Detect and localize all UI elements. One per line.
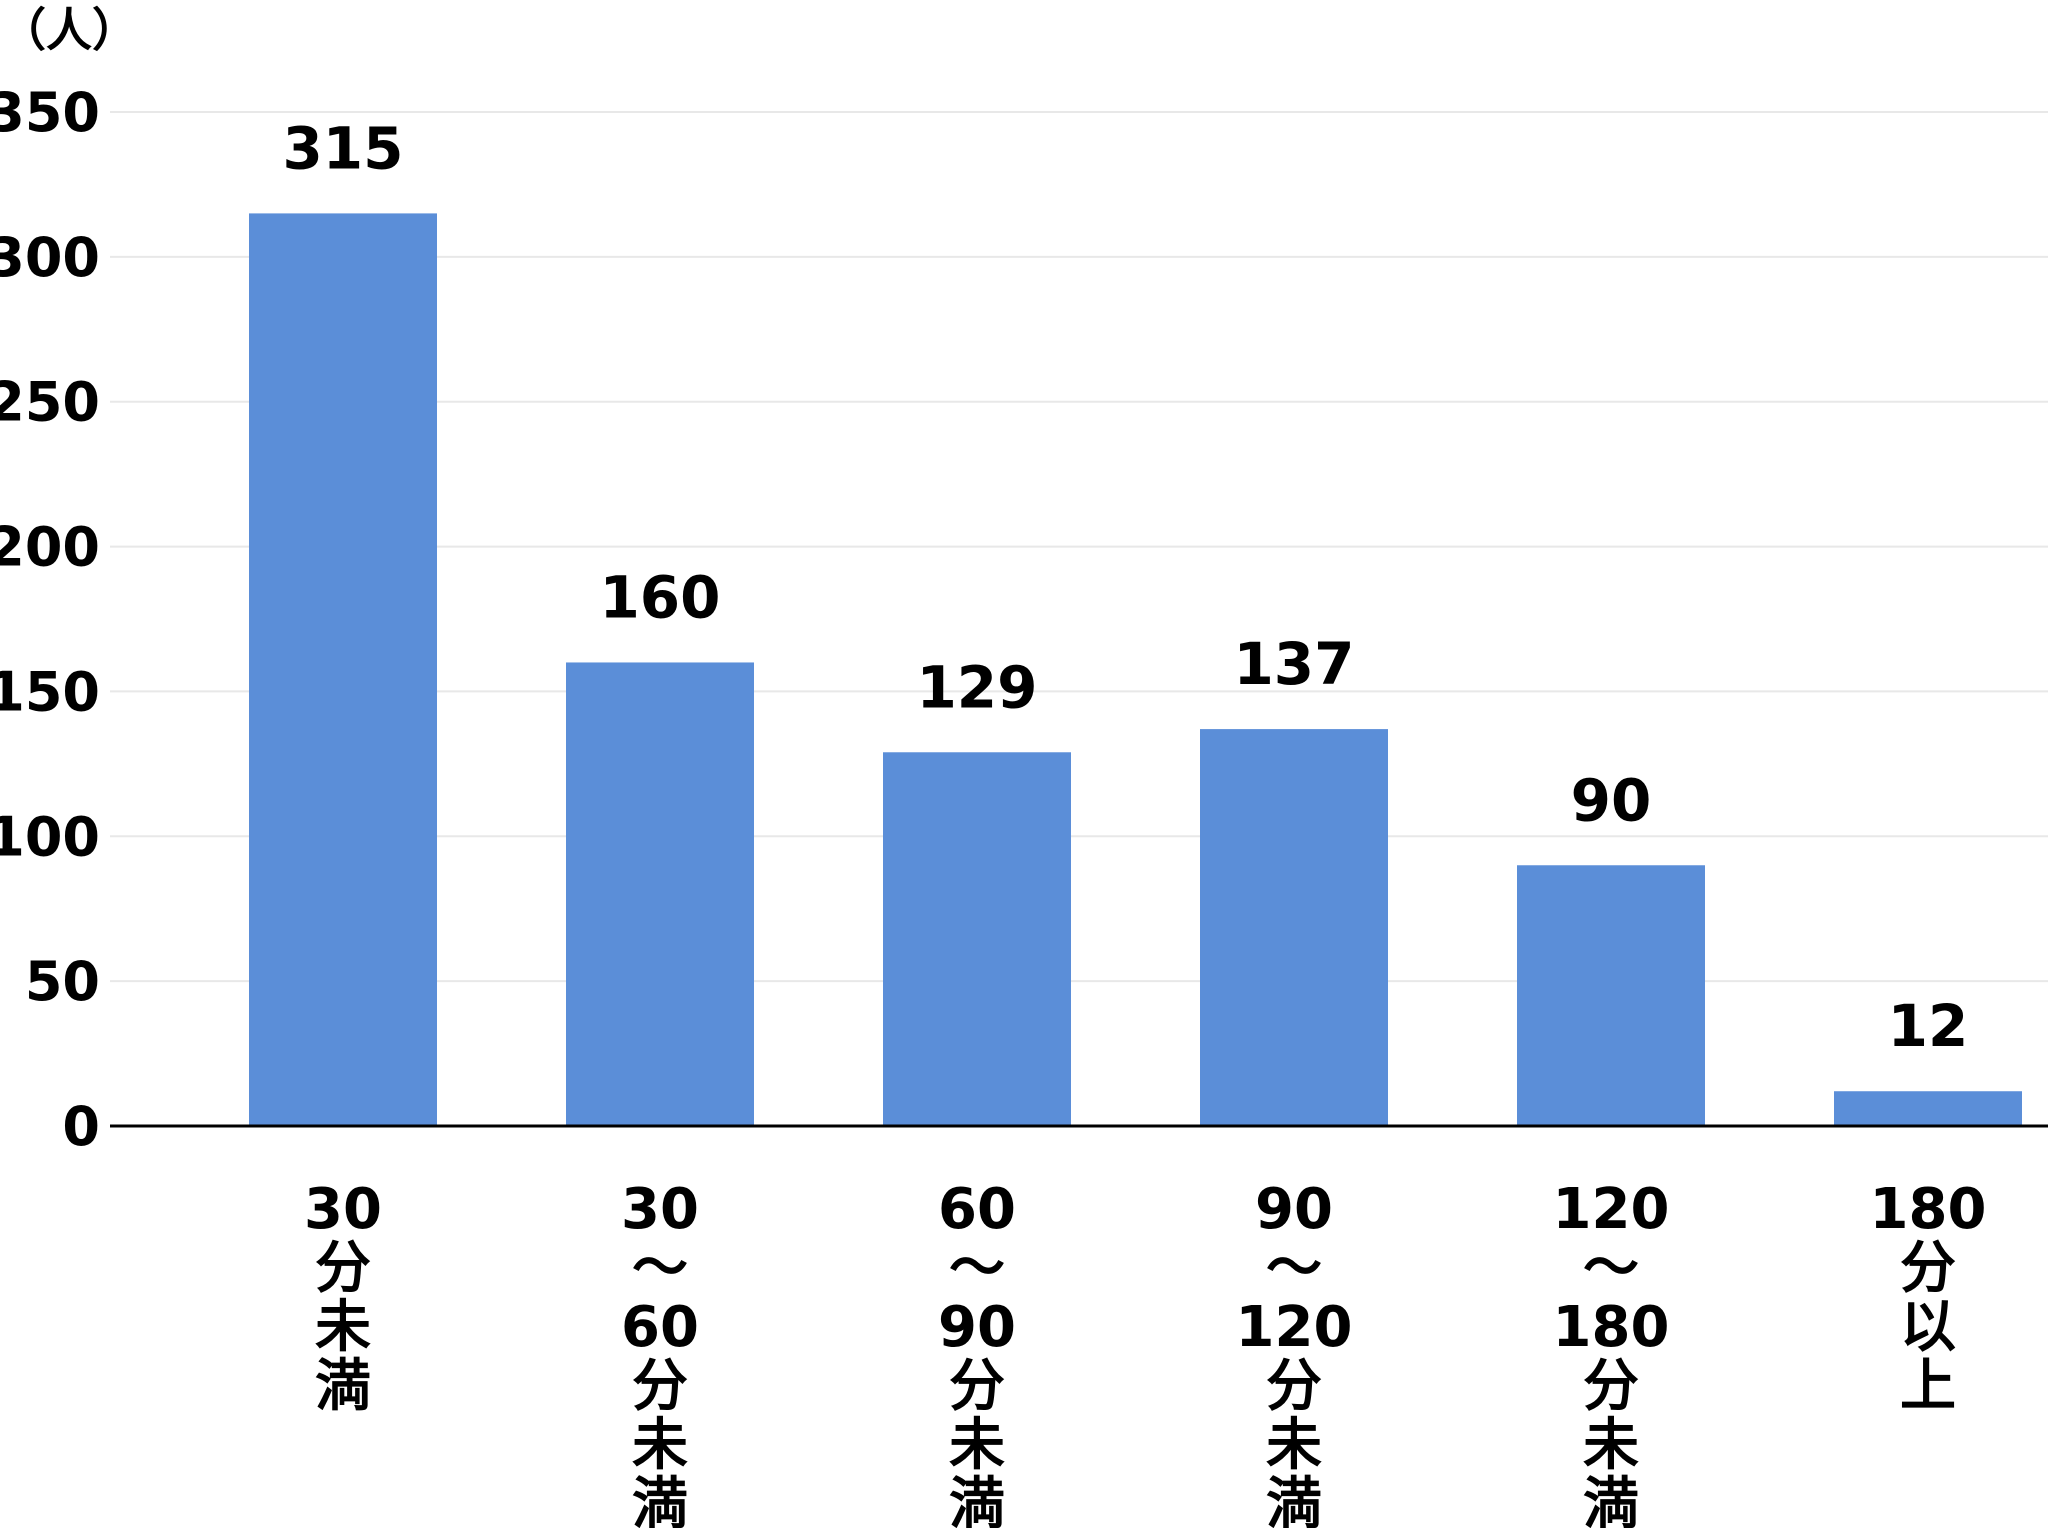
category-label-line: 90 (938, 1295, 1016, 1360)
data-label-2: 129 (916, 653, 1037, 721)
y-tick-label: 150 (0, 660, 100, 723)
y-tick-label: 0 (62, 1095, 100, 1158)
category-label-line: 満 (632, 1472, 688, 1528)
y-tick-label: 250 (0, 371, 100, 434)
bars (249, 213, 2022, 1126)
y-tick-label: 50 (25, 950, 100, 1013)
bar-2 (883, 752, 1071, 1126)
category-label-line: 未 (315, 1295, 371, 1360)
category-label-line: 未 (632, 1413, 688, 1478)
category-label-line: 分 (1583, 1354, 1639, 1419)
data-label-0: 315 (282, 114, 403, 182)
category-label-line: 分 (1900, 1236, 1956, 1301)
category-label-line: 90 (1255, 1177, 1333, 1242)
data-label-5: 12 (1888, 992, 1969, 1060)
y-tick-label: 100 (0, 805, 100, 868)
y-axis-unit-label: （人） (0, 3, 138, 57)
category-label-line: 60 (938, 1177, 1016, 1242)
category-label-line: ～ (632, 1236, 688, 1301)
category-label-line: 未 (949, 1413, 1005, 1478)
data-label-1: 160 (599, 563, 720, 631)
category-label-line: 満 (949, 1472, 1005, 1528)
category-label-line: 60 (621, 1295, 699, 1360)
y-tick-label: 350 (0, 81, 100, 144)
bar-5 (1834, 1091, 2022, 1126)
category-label-line: 120 (1236, 1295, 1353, 1360)
y-axis-tick-labels: 0 50 100 150 200 250 300 350 (0, 81, 100, 1158)
bar-0 (249, 213, 437, 1126)
x-axis-category-labels: 30分未満30～60分未満60～90分未満90～120分未満120～180分未満… (304, 1177, 1986, 1528)
category-label-line: 未 (1583, 1413, 1639, 1478)
category-label-line: 分 (949, 1354, 1005, 1419)
category-label-line: 未 (1266, 1413, 1322, 1478)
category-label-line: 満 (315, 1354, 371, 1419)
category-label-line: ～ (949, 1236, 1005, 1301)
category-label-line: 120 (1553, 1177, 1670, 1242)
bar-1 (566, 662, 754, 1126)
bar-4 (1517, 865, 1705, 1126)
category-label-line: 30 (621, 1177, 699, 1242)
category-label-line: 分 (315, 1236, 371, 1301)
data-label-3: 137 (1233, 630, 1354, 698)
category-label-line: 満 (1583, 1472, 1639, 1528)
data-label-4: 90 (1571, 766, 1652, 834)
category-label-line: 分 (632, 1354, 688, 1419)
category-label-line: 満 (1266, 1472, 1322, 1528)
category-label-line: 180 (1553, 1295, 1670, 1360)
y-tick-label: 200 (0, 516, 100, 579)
category-label-line: 以 (1900, 1295, 1956, 1360)
y-tick-label: 300 (0, 226, 100, 289)
category-label-line: 30 (304, 1177, 382, 1242)
category-label-line: ～ (1583, 1236, 1639, 1301)
category-label-line: 上 (1900, 1354, 1956, 1419)
data-labels: 315 160 129 137 90 12 (282, 114, 1968, 1060)
category-label-line: 分 (1266, 1354, 1322, 1419)
category-label-line: 180 (1870, 1177, 1987, 1242)
bar-3 (1200, 729, 1388, 1126)
category-label-line: ～ (1266, 1236, 1322, 1301)
